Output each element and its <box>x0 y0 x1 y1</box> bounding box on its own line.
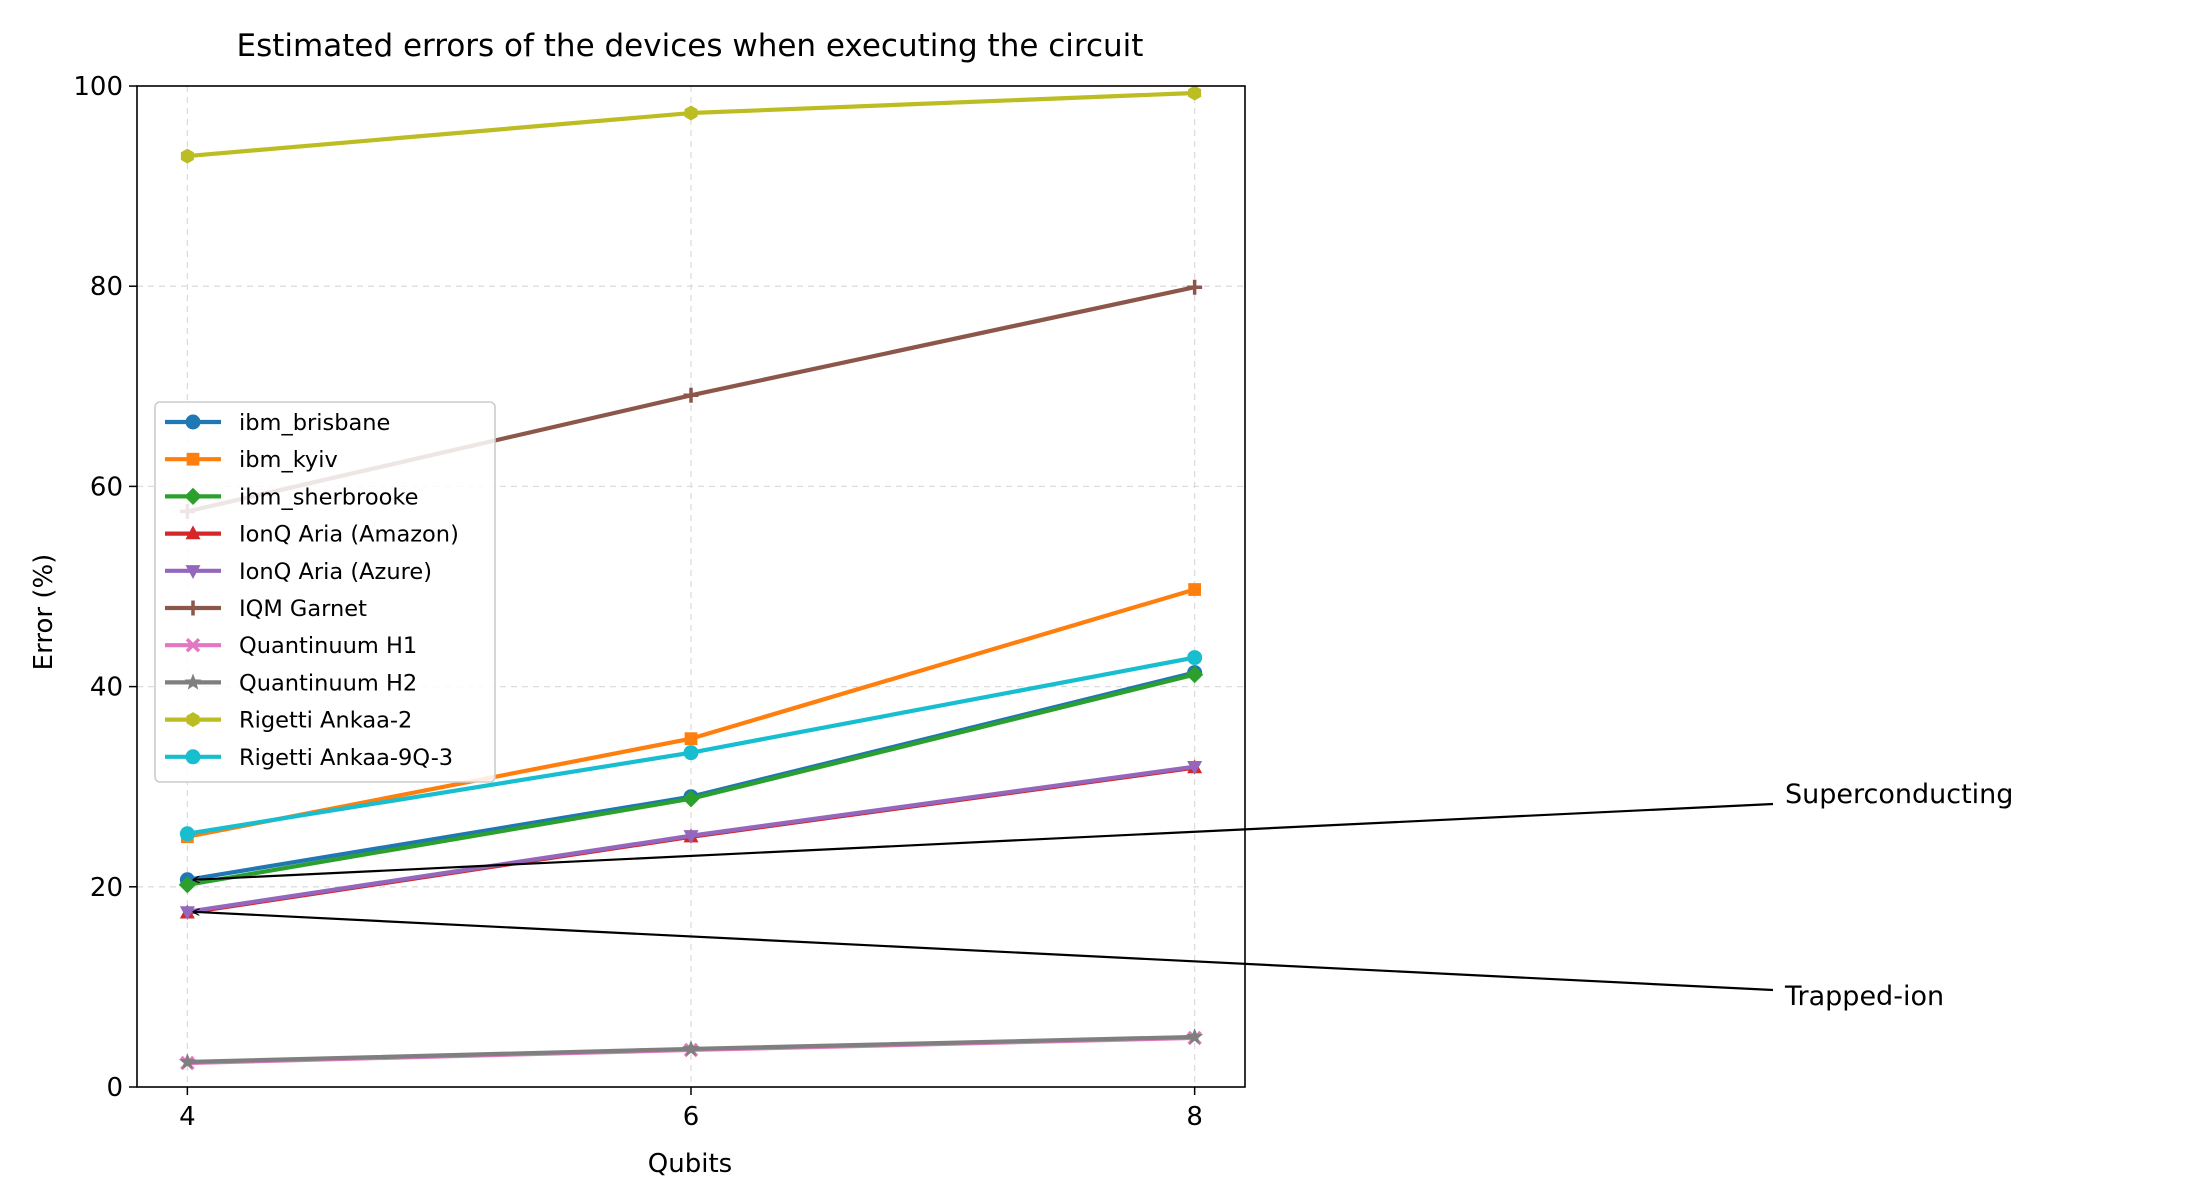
data-point-marker <box>184 673 202 690</box>
legend-label: ibm_kyiv <box>239 447 338 473</box>
data-point-marker <box>683 830 699 844</box>
legend-item: ibm_kyiv <box>165 447 338 473</box>
data-point-marker <box>682 790 700 808</box>
legend-label: ibm_brisbane <box>239 410 390 436</box>
annotation-label: Superconducting <box>1785 779 2013 810</box>
legend: ibm_brisbane ibm_kyiv ibm_sherbrooke IonQ A… <box>154 401 496 783</box>
y-tick-label: 20 <box>90 873 123 903</box>
data-point-marker <box>683 745 699 761</box>
data-point-marker <box>1186 1027 1204 1045</box>
data-point-marker <box>1186 665 1204 684</box>
legend-item: IonQ Aria (Azure) <box>165 559 432 585</box>
y-tick-label: 100 <box>73 72 123 102</box>
legend-item: IQM Garnet <box>165 596 367 622</box>
y-tick-label: 60 <box>90 472 123 502</box>
data-point-marker <box>684 105 698 121</box>
data-point-marker <box>1187 279 1203 295</box>
legend-item: Quantinuum H1 <box>165 633 417 659</box>
annotation-arrow <box>193 802 1774 880</box>
plot-frame <box>136 85 1246 1088</box>
legend-item: Quantinuum H2 <box>165 670 417 696</box>
data-point-marker <box>184 487 202 506</box>
series-ibm-sherbrooke <box>178 665 1204 894</box>
annotation-arrow <box>193 912 1774 992</box>
data-point-marker <box>185 525 201 540</box>
data-point-marker <box>684 732 698 746</box>
y-tick-label: 0 <box>106 1073 123 1103</box>
series-ionq-aria-azure- <box>179 761 1203 921</box>
legend-label: IonQ Aria (Amazon) <box>239 522 459 548</box>
data-point-marker <box>186 452 200 466</box>
data-point-marker <box>185 749 201 765</box>
legend-label: IQM Garnet <box>239 596 367 622</box>
legend-label: Rigetti Ankaa-2 <box>239 708 412 734</box>
data-point-marker <box>179 826 195 842</box>
data-point-marker <box>178 1052 196 1070</box>
legend-item: Rigetti Ankaa-9Q-3 <box>165 745 453 771</box>
legend-box <box>154 401 496 783</box>
data-point-marker <box>185 637 201 653</box>
data-point-marker <box>1188 85 1202 101</box>
data-point-marker <box>185 565 201 580</box>
series-rigetti-ankaa-9q-3 <box>179 650 1203 842</box>
legend-item: IonQ Aria (Amazon) <box>165 522 459 548</box>
series-rigetti-ankaa-2 <box>180 85 1202 164</box>
legend-label: Quantinuum H2 <box>239 670 417 696</box>
chart-title: Estimated errors of the devices when exe… <box>237 28 1144 64</box>
legend-label: ibm_sherbrooke <box>239 484 418 510</box>
series-quantinuum-h2 <box>178 1027 1204 1070</box>
x-tick-label: 4 <box>179 1102 196 1132</box>
data-point-marker <box>1187 650 1203 666</box>
y-tick-label: 80 <box>90 272 123 302</box>
x-tick-label: 6 <box>683 1102 700 1132</box>
data-point-marker <box>1188 583 1202 596</box>
data-point-marker <box>186 712 200 728</box>
data-point-marker <box>179 906 195 921</box>
legend-label: Quantinuum H1 <box>239 633 417 659</box>
annotations: Superconducting Trapped-ion <box>193 779 2013 1012</box>
data-point-marker <box>180 148 194 164</box>
data-point-marker <box>682 1039 700 1057</box>
data-point-marker <box>185 600 201 616</box>
data-point-marker <box>683 387 699 403</box>
legend-item: Rigetti Ankaa-2 <box>165 708 412 734</box>
legend-item: ibm_sherbrooke <box>165 484 418 510</box>
legend-label: Rigetti Ankaa-9Q-3 <box>239 745 453 771</box>
y-tick-label: 40 <box>90 673 123 703</box>
annotation-label: Trapped-ion <box>1784 981 1944 1012</box>
axes: 0 20 40 60 80 100 4 6 8 <box>73 72 1246 1132</box>
legend-item: ibm_brisbane <box>165 410 390 436</box>
data-point-marker <box>178 876 196 894</box>
x-tick-label: 8 <box>1186 1102 1203 1132</box>
data-point-marker <box>1187 761 1203 775</box>
x-axis-label: Qubits <box>648 1149 732 1179</box>
data-point-marker <box>185 414 201 430</box>
y-axis-label: Error (%) <box>29 554 59 671</box>
legend-label: IonQ Aria (Azure) <box>239 559 432 585</box>
